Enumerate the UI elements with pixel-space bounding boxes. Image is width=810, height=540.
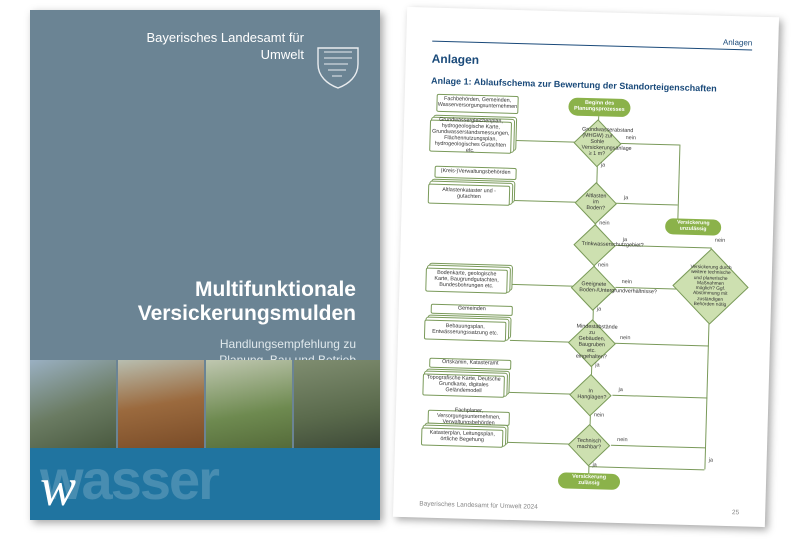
flow-decision-2: Altlasten im Boden? [575, 182, 617, 224]
state-crest-icon [314, 42, 362, 95]
flow-decision-3: Trinkwasserschutzgebiet? [573, 224, 615, 266]
flow-decision-5: Mindestabstände zu Gebäuden, Baugruben e… [568, 319, 616, 367]
swoosh-logo: w [40, 456, 76, 518]
flow-line [515, 140, 579, 143]
flow-box-4: Ortskamin, Katasteramt [429, 358, 511, 370]
edge-label-no: nein [622, 279, 633, 285]
flow-line [677, 145, 680, 227]
subtitle-line1: Handlungsempfehlung zu [220, 337, 356, 351]
flow-stack-2: Altlastenkataster und -gutachten [428, 184, 511, 206]
agency-line2: Umwelt [261, 47, 304, 62]
flow-start: Beginn des Planungsprozesses [568, 97, 630, 117]
flow-line [508, 392, 572, 395]
flow-line [616, 203, 678, 206]
cover-photo-3 [206, 360, 292, 448]
edge-label-no: nein [617, 437, 628, 443]
appendix-page: Anlagen Anlagen Anlage 1: Ablaufschema z… [393, 7, 779, 527]
flow-line [588, 466, 704, 470]
edge-label-no: nein [594, 412, 605, 418]
flow-line [514, 200, 578, 203]
flow-box-2: (Kreis-)Verwaltungsbehörden [434, 166, 516, 180]
flow-stack-4: Bebauungsplan, Entwässerungssatzung etc. [424, 320, 507, 342]
footer-left: Bayerisches Landesamt für Umwelt 2024 [419, 500, 538, 510]
cover-title-block: Multifunktionale Versickerungsmulden Han… [56, 278, 356, 369]
flow-line [507, 442, 571, 445]
flow-stack-1: Grundwassergleichenplan, hydrogeologisch… [429, 120, 512, 154]
cover-photo-4 [294, 360, 380, 448]
flow-line [611, 445, 706, 449]
edge-label-yes: ja [595, 362, 599, 368]
edge-label-yes: ja [601, 162, 605, 168]
edge-label-yes: ja [624, 195, 628, 201]
flow-box-top: Fachbehörden, Gemeinden, Wasserversorgun… [436, 94, 518, 114]
flow-line [614, 343, 709, 347]
flow-stack-3: Bodenkarte, geologische Karte, Baugrundg… [425, 268, 508, 294]
edge-label-yes: ja [597, 306, 601, 312]
edge-label-no: nein [715, 238, 726, 244]
flow-line [612, 395, 707, 399]
flowchart: Fachbehörden, Gemeinden, Wasserversorgun… [420, 94, 751, 503]
flow-stack-6: Katasterplan, Leitungsplan, örtliche Beg… [421, 427, 503, 447]
edge-label-yes: ja [592, 462, 596, 468]
edge-label-no: nein [626, 135, 637, 141]
flow-decision-1: Grundwasserabstand (MHGW) zur Sohle Vers… [573, 119, 621, 167]
edge-label-yes: ja [623, 237, 627, 243]
edge-label-yes: ja [709, 458, 713, 464]
footer-page-number: 25 [732, 509, 739, 516]
publication-cover: Bayerisches Landesamt für Umwelt Multifu… [30, 10, 380, 520]
page-subheading: Anlage 1: Ablaufschema zur Bewertung der… [431, 76, 751, 95]
edge-label-no: nein [598, 262, 609, 268]
issuing-agency: Bayerisches Landesamt für Umwelt [146, 30, 360, 64]
title-line2: Versickerungsmulden [138, 302, 356, 325]
flow-decision-alt: Versickerung durch weitere technische un… [672, 248, 748, 324]
flow-decision-4: Geeignete Boden-/Untergrundverhältnisse? [571, 266, 616, 311]
cover-photo-strip [30, 360, 380, 448]
flow-stack-5: Topografische Karte, Deutsche Grundkarte… [422, 373, 505, 397]
title-line1: Multifunktionale [195, 278, 356, 301]
edge-label-yes: ja [618, 387, 622, 393]
flow-box-3: Gemeinden [431, 304, 513, 316]
flow-reject: Versickerung unzulässig [665, 218, 721, 236]
flow-decision-7: Technisch machbar? [568, 424, 610, 466]
agency-line1: Bayerisches Landesamt für [146, 30, 304, 45]
flow-box-5: Fachplaner, Versorgungsunternehmen, Verw… [428, 410, 510, 426]
edge-label-no: nein [599, 220, 610, 226]
flow-line [510, 340, 574, 343]
flow-end: Versickerung zulässig [558, 472, 620, 490]
cover-photo-2 [118, 360, 204, 448]
running-head: Anlagen [432, 30, 752, 51]
flow-line [511, 284, 575, 287]
cover-photo-1 [30, 360, 116, 448]
flow-decision-6: In Hanglagen? [569, 374, 611, 416]
edge-label-no: nein [620, 335, 631, 341]
page-heading: Anlagen [432, 52, 752, 75]
page-footer: Bayerisches Landesamt für Umwelt 2024 25 [393, 500, 765, 517]
